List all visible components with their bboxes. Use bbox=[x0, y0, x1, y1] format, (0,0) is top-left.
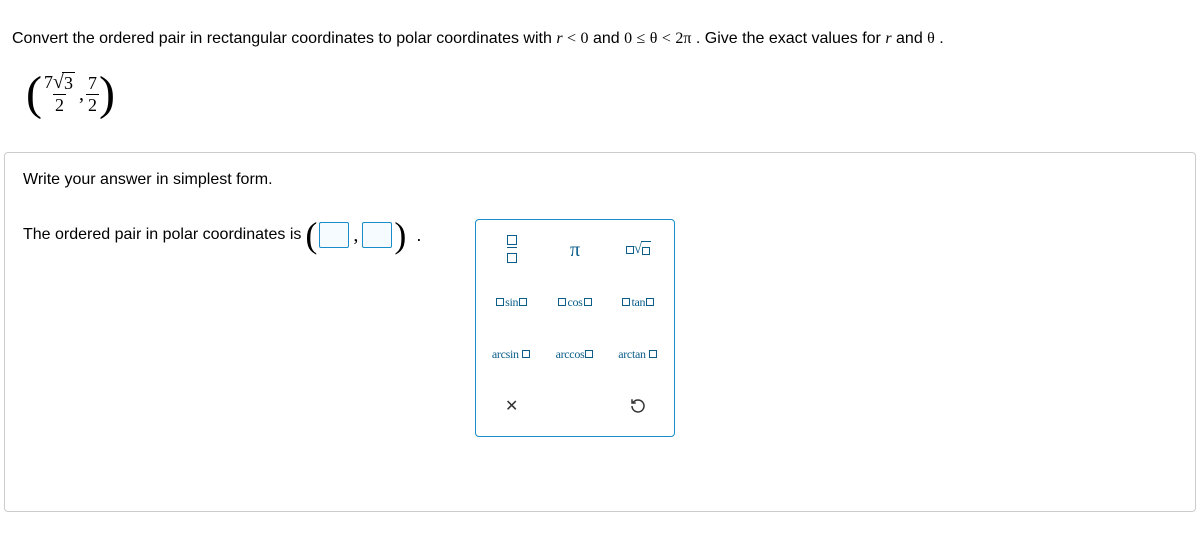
reset-icon bbox=[629, 397, 647, 415]
lt-sign: < bbox=[567, 30, 576, 47]
two-pi: 2π bbox=[675, 30, 691, 47]
answer-panel: Write your answer in simplest form. The … bbox=[4, 152, 1196, 512]
key-clear[interactable]: ✕ bbox=[482, 382, 541, 430]
suffix-a: . Give the exact values for bbox=[696, 30, 885, 47]
math-keypad: π √ sin cos tan arcsin arccos arctan ✕ bbox=[475, 219, 675, 437]
and-text-2: and bbox=[896, 30, 927, 47]
r-input[interactable] bbox=[319, 222, 349, 248]
suffix-b: . bbox=[939, 30, 943, 47]
theta: θ bbox=[650, 30, 658, 47]
var-r: r bbox=[556, 30, 562, 47]
lt-sign2: < bbox=[662, 30, 671, 47]
key-arcsin[interactable]: arcsin bbox=[482, 330, 541, 378]
x-coeff: 7 bbox=[44, 72, 53, 92]
given-point: ( 7√3 2 , 7 2 ) bbox=[12, 66, 1188, 136]
panel-instruction: Write your answer in simplest form. bbox=[23, 171, 1177, 189]
answer-prompt: The ordered pair in polar coordinates is bbox=[23, 226, 301, 244]
y-fraction: 7 2 bbox=[86, 73, 99, 115]
theta-input[interactable] bbox=[362, 222, 392, 248]
ans-comma: , bbox=[351, 224, 360, 247]
y-den: 2 bbox=[86, 94, 99, 116]
close-paren: ) bbox=[99, 70, 115, 118]
x-radicand: 3 bbox=[62, 72, 75, 94]
key-reset[interactable] bbox=[609, 382, 668, 430]
ans-close-paren: ) bbox=[394, 217, 406, 253]
key-sin[interactable]: sin bbox=[482, 278, 541, 326]
key-n-sqrt[interactable]: √ bbox=[609, 226, 668, 274]
ans-period: . bbox=[410, 225, 421, 246]
open-paren: ( bbox=[26, 70, 42, 118]
x-fraction: 7√3 2 bbox=[42, 72, 77, 115]
question-prefix: Convert the ordered pair in rectangular … bbox=[12, 30, 556, 47]
key-fraction[interactable] bbox=[482, 226, 541, 274]
key-arctan[interactable]: arctan bbox=[609, 330, 668, 378]
zero: 0 bbox=[580, 30, 588, 47]
zero2: 0 bbox=[624, 30, 632, 47]
ans-open-paren: ( bbox=[305, 217, 317, 253]
y-num: 7 bbox=[86, 73, 99, 94]
question-text: Convert the ordered pair in rectangular … bbox=[12, 30, 1188, 48]
var-theta-2: θ bbox=[927, 30, 935, 47]
var-r-2: r bbox=[885, 30, 891, 47]
key-tan[interactable]: tan bbox=[609, 278, 668, 326]
le-sign: ≤ bbox=[637, 30, 646, 47]
key-arccos[interactable]: arccos bbox=[545, 330, 604, 378]
key-cos[interactable]: cos bbox=[545, 278, 604, 326]
key-pi[interactable]: π bbox=[545, 226, 604, 274]
x-den: 2 bbox=[53, 94, 66, 116]
and-text: and bbox=[593, 30, 624, 47]
point-comma: , bbox=[77, 83, 86, 106]
